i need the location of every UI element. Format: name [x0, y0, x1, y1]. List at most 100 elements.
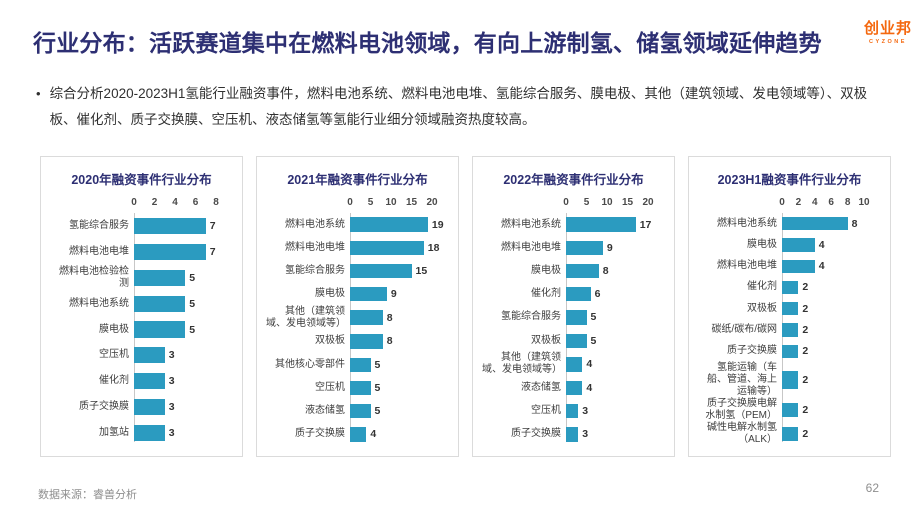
bar-track: 9 — [350, 283, 449, 306]
bullet-dot: • — [36, 86, 41, 101]
axis-spacer — [482, 197, 566, 211]
category-label: 膜电极 — [315, 288, 345, 300]
bar-track: 3 — [134, 368, 233, 394]
value-label: 5 — [590, 334, 597, 347]
bar-track: 3 — [134, 420, 233, 446]
bar — [782, 370, 799, 389]
bar-row: 质子交换膜电解水制氢（PEM） 2 — [698, 398, 881, 422]
bar-row: 碳纸/碳布/碳网 2 — [698, 319, 881, 340]
chart-card-2022: 2022年融资事件行业分布 0 5 10 15 20 燃料电池系统 17 燃料电池电堆 9 膜电极 8… — [472, 156, 675, 457]
axis-line — [566, 213, 567, 442]
chart-card-2023h1: 2023H1融资事件行业分布 0 2 4 6 8 10 燃料电池系统 8 膜电极 4 燃料电池电堆 4 催… — [688, 156, 891, 457]
bar — [350, 403, 371, 419]
bar-row: 质子交换膜 4 — [266, 423, 449, 446]
category-label: 燃料电池电堆 — [717, 260, 777, 272]
chart-plot-area: 燃料电池系统 17 燃料电池电堆 9 膜电极 8 催化剂 6 氢能综合服务 5 双极板 5 其他（建筑领… — [482, 213, 665, 446]
value-label: 6 — [594, 288, 601, 301]
bar-track: 4 — [566, 376, 665, 399]
bar-row: 碱性电解水制氢（ALK） 2 — [698, 422, 881, 446]
value-label: 8 — [602, 265, 609, 278]
bar-track: 2 — [782, 298, 881, 319]
bar-row: 催化剂 6 — [482, 283, 665, 306]
category-label: 氢能综合服务 — [69, 219, 129, 231]
bar-track: 3 — [134, 394, 233, 420]
bar-track: 8 — [350, 330, 449, 353]
category-label: 氢能运输（车船、管道、海上运输等） — [707, 361, 777, 397]
bar — [566, 403, 579, 419]
axis-tick: 5 — [367, 197, 374, 208]
axis-spacer — [698, 197, 782, 211]
axis-tick: 15 — [621, 197, 634, 208]
axis-tick: 2 — [795, 197, 802, 208]
bar-row: 膜电极 4 — [698, 234, 881, 255]
chart-title: 2021年融资事件行业分布 — [287, 173, 428, 187]
category-label: 质子交换膜 — [511, 428, 561, 440]
value-label: 2 — [802, 302, 809, 315]
bar-row: 质子交换膜 3 — [50, 394, 233, 420]
bar-track: 5 — [350, 376, 449, 399]
axis-ticks: 0 2 4 6 8 10 — [779, 197, 881, 211]
axis-tick-row: 0 5 10 15 20 — [482, 197, 665, 211]
category-label: 质子交换膜 — [295, 428, 345, 440]
bar — [782, 402, 799, 418]
axis-line — [350, 213, 351, 442]
bar-row: 燃料电池系统 5 — [50, 291, 233, 317]
bar-row: 氢能综合服务 5 — [482, 306, 665, 329]
value-label: 2 — [802, 427, 809, 440]
bar-row: 燃料电池系统 8 — [698, 213, 881, 234]
bar — [134, 425, 165, 442]
bar-row: 燃料电池系统 19 — [266, 213, 449, 236]
bar — [350, 240, 424, 256]
category-label: 燃料电池系统 — [501, 218, 561, 230]
category-label: 燃料电池系统 — [69, 297, 129, 309]
bar — [134, 399, 165, 416]
bar-track: 3 — [134, 342, 233, 368]
bar — [782, 217, 848, 231]
value-label: 4 — [818, 238, 825, 251]
axis-tick: 0 — [779, 197, 785, 208]
bar-track: 4 — [566, 352, 665, 376]
category-label: 空压机 — [99, 349, 129, 361]
bar-row: 质子交换膜 2 — [698, 341, 881, 362]
bar-row: 质子交换膜 3 — [482, 423, 665, 446]
bar-row: 加氢站 3 — [50, 420, 233, 446]
axis-ticks: 0 5 10 15 20 — [347, 197, 449, 211]
axis-tick: 4 — [812, 197, 818, 208]
bar — [782, 426, 799, 442]
bar — [134, 243, 206, 260]
bar-track: 2 — [782, 422, 881, 446]
source-text: 数据来源：睿兽分析 — [38, 489, 137, 501]
bar-track: 5 — [566, 306, 665, 329]
bar-track: 19 — [350, 213, 449, 236]
value-label: 4 — [370, 428, 377, 441]
bar — [134, 269, 186, 286]
bar-row: 氢能综合服务 15 — [266, 259, 449, 282]
axis-tick: 2 — [151, 197, 158, 208]
bar-track: 5 — [134, 291, 233, 317]
bar-track: 18 — [350, 236, 449, 259]
bar-track: 9 — [566, 236, 665, 259]
chart-plot-area: 氢能综合服务 7 燃料电池电堆 7 燃料电池检验检测 5 燃料电池系统 5 膜电极 5 空压机 3 催化… — [50, 213, 233, 446]
axis-tick: 10 — [858, 197, 870, 208]
bar-track: 8 — [782, 213, 881, 234]
bar-track: 3 — [566, 400, 665, 423]
bar — [350, 334, 383, 349]
chart-title: 2020年融资事件行业分布 — [71, 173, 212, 187]
bar-row: 燃料电池电堆 4 — [698, 256, 881, 277]
value-label: 2 — [802, 345, 809, 358]
bar — [782, 302, 799, 316]
bar-track: 2 — [782, 319, 881, 340]
axis-tick-row: 0 2 4 6 8 10 — [698, 197, 881, 211]
category-label: 膜电极 — [531, 265, 561, 277]
category-label: 燃料电池检验检测 — [59, 265, 129, 289]
bar-row: 氢能运输（车船、管道、海上运输等） 2 — [698, 362, 881, 398]
logo-subtext: CYZONE — [869, 38, 907, 45]
bar — [566, 356, 583, 372]
bar-track: 2 — [782, 362, 881, 398]
category-label: 空压机 — [315, 381, 345, 393]
bar — [566, 427, 579, 442]
category-label: 燃料电池系统 — [717, 217, 777, 229]
bar-track: 2 — [782, 398, 881, 422]
category-label: 双极板 — [531, 334, 561, 346]
